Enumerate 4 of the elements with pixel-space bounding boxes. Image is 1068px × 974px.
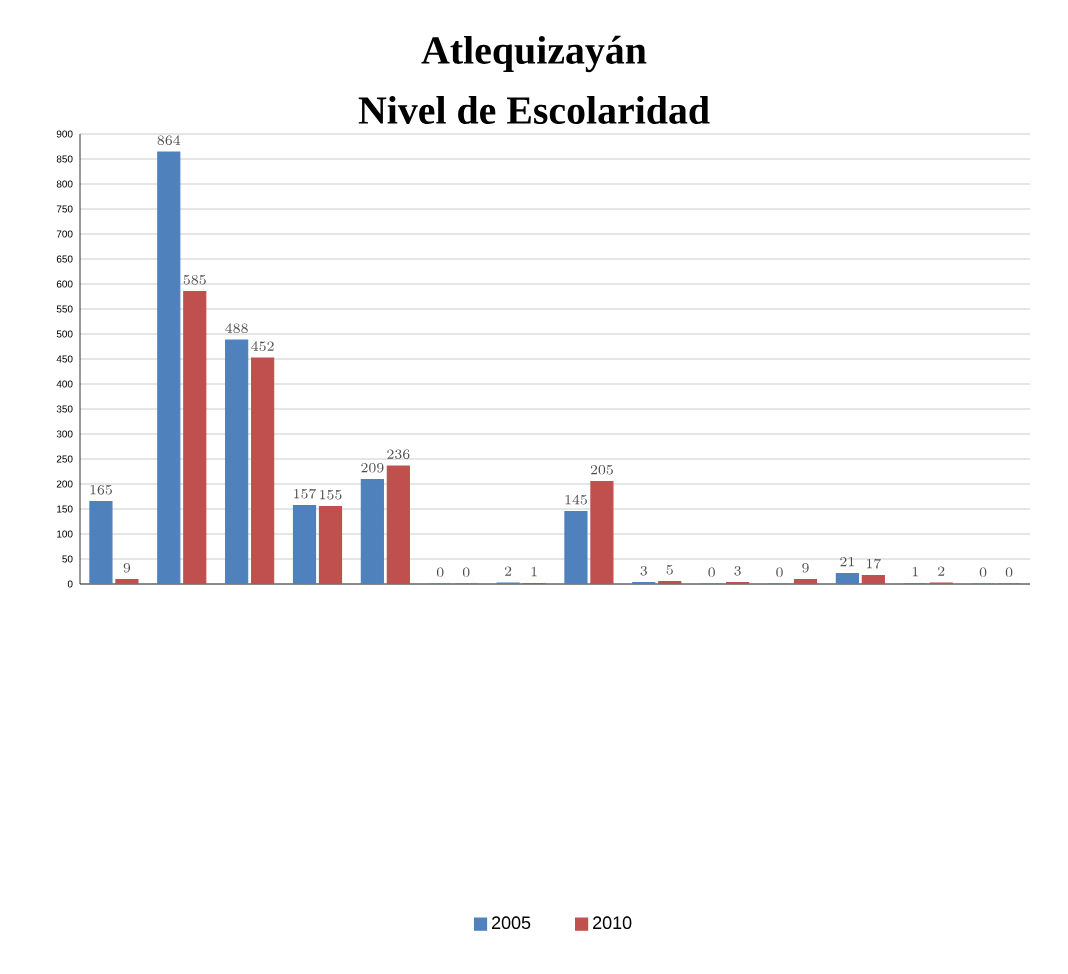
chart-title: Atlequizayán	[421, 35, 647, 73]
chart-subtitle: Nivel de Escolaridad	[358, 95, 710, 124]
legend-label: 2005	[492, 916, 531, 930]
legend-label: 2010	[593, 916, 632, 930]
